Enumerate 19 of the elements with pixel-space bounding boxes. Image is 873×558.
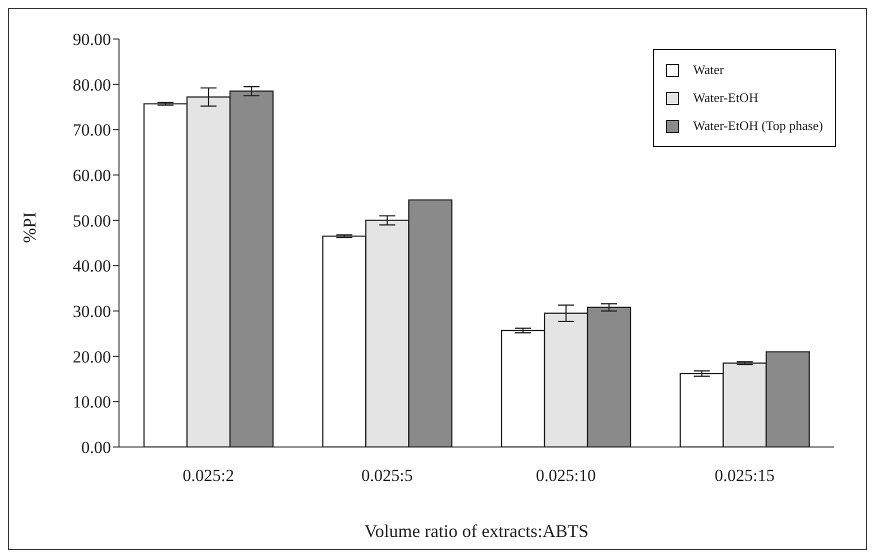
y-tick-label: 30.00	[72, 302, 111, 322]
y-tick-label: 80.00	[72, 75, 111, 94]
y-tick-label: 40.00	[72, 256, 111, 276]
x-tick-label: 0.025:15	[714, 466, 775, 486]
legend-label: Water-EtOH	[693, 90, 758, 106]
y-tick-label: 50.00	[72, 211, 111, 230]
legend-label: Water	[693, 62, 724, 78]
y-tick-label: 20.00	[72, 347, 111, 366]
x-axis-title: Volume ratio of extracts:ABTS	[364, 521, 589, 541]
x-tick-label: 0.025:2	[182, 466, 234, 486]
y-tick-label: 10.00	[72, 392, 111, 412]
y-tick-label: 60.00	[72, 166, 111, 186]
legend-label: Water-EtOH (Top phase)	[693, 118, 823, 134]
y-tick-label: 70.00	[72, 120, 111, 140]
y-tick-label: 90.00	[72, 30, 111, 50]
x-tick-label: 0.025:10	[536, 466, 596, 486]
x-tick-label: 0.025:5	[361, 466, 413, 486]
y-axis-title: %PI	[19, 212, 40, 243]
y-tick-label: 0.00	[81, 438, 111, 458]
